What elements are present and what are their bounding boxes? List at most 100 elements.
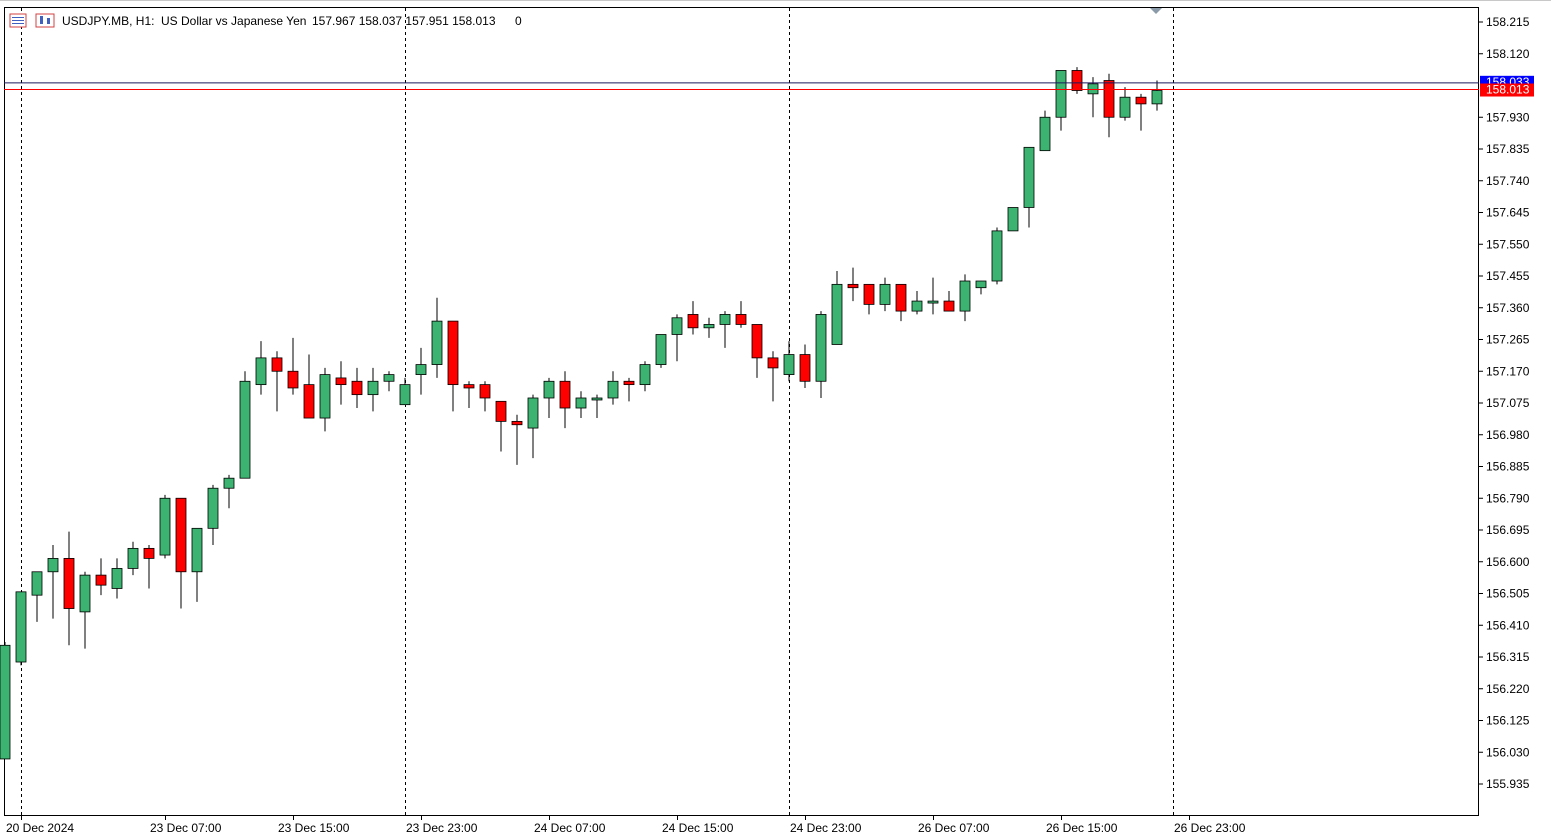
menu-icon[interactable] — [9, 13, 27, 28]
time-tick-label: 26 Dec 07:00 — [918, 821, 990, 835]
candle-body — [207, 487, 219, 529]
candle-body — [623, 380, 635, 386]
candle-body — [527, 397, 539, 429]
candle-body — [511, 420, 523, 426]
candle-body — [319, 374, 331, 419]
candle — [175, 497, 187, 609]
candle-body — [1039, 116, 1051, 152]
candle-body — [191, 527, 203, 573]
candle — [783, 341, 795, 382]
candle — [255, 341, 267, 395]
candle-body — [0, 644, 11, 760]
candle-body — [431, 320, 443, 365]
candle-body — [879, 283, 891, 305]
candle — [719, 311, 731, 348]
candle — [815, 311, 827, 398]
price-tick-label: 156.125 — [1486, 714, 1530, 728]
candle-body — [271, 357, 283, 372]
candle — [911, 291, 923, 315]
candle — [207, 484, 219, 546]
candle — [1055, 70, 1067, 131]
candle — [447, 320, 459, 412]
candle-body — [415, 364, 427, 375]
candle-body — [911, 300, 923, 312]
candle — [223, 474, 235, 509]
time-tick-label: 24 Dec 23:00 — [790, 821, 862, 835]
price-tick-label: 156.030 — [1486, 745, 1530, 759]
candle-body — [543, 380, 555, 399]
time-tick-label: 23 Dec 15:00 — [278, 821, 350, 835]
candle — [287, 337, 299, 395]
candle-body — [847, 283, 859, 289]
candle-body — [159, 497, 171, 556]
candle-body — [47, 558, 59, 573]
candle — [1087, 77, 1099, 118]
chart-header: USDJPY.MB, H1: US Dollar vs Japanese Yen… — [9, 13, 522, 28]
candle-body — [367, 380, 379, 396]
candle — [735, 301, 747, 328]
candle-body — [1007, 207, 1019, 232]
candle — [319, 367, 331, 432]
candle — [543, 377, 555, 419]
candle-body — [927, 300, 939, 304]
candle-body — [1135, 96, 1147, 105]
candle-body — [799, 354, 811, 382]
candle-body — [111, 568, 123, 589]
candle-body — [351, 380, 363, 396]
candle — [239, 371, 251, 479]
candle — [1023, 146, 1035, 228]
candle — [687, 301, 699, 335]
price-tick-label: 156.695 — [1486, 523, 1530, 537]
chart-type-icon[interactable] — [35, 13, 55, 28]
chart-shift-marker-icon[interactable] — [1150, 8, 1162, 14]
candle — [367, 367, 379, 412]
time-tick-label: 23 Dec 07:00 — [150, 821, 222, 835]
candle — [895, 283, 907, 322]
candle — [751, 324, 763, 378]
candle-body — [975, 280, 987, 289]
candle-body — [1151, 90, 1163, 105]
time-tick-label: 24 Dec 15:00 — [662, 821, 734, 835]
price-tick-label: 157.645 — [1486, 206, 1530, 220]
time-tick-label: 26 Dec 15:00 — [1046, 821, 1118, 835]
price-tick-label: 157.455 — [1486, 269, 1530, 283]
plot-area-border — [4, 7, 1479, 816]
candle-body — [863, 283, 875, 305]
candle — [847, 267, 859, 302]
candle — [559, 371, 571, 429]
candle — [799, 344, 811, 388]
price-tick-label: 157.835 — [1486, 142, 1530, 156]
candle — [335, 361, 347, 405]
candle-body — [79, 574, 91, 613]
candle-body — [671, 317, 683, 335]
time-tick-label: 23 Dec 23:00 — [406, 821, 478, 835]
candle-body — [591, 397, 603, 401]
period-separators — [21, 8, 1174, 816]
candle-body — [31, 571, 43, 596]
candle — [383, 371, 395, 392]
candle-body — [239, 380, 251, 479]
candle — [639, 361, 651, 392]
price-tick-label: 156.980 — [1486, 428, 1530, 442]
candle — [927, 277, 939, 315]
candle — [95, 558, 107, 596]
candle — [591, 394, 603, 419]
candle-body — [255, 357, 267, 386]
candle-body — [575, 397, 587, 409]
candle-body — [783, 354, 795, 375]
candle — [767, 351, 779, 402]
candle-body — [463, 384, 475, 389]
candle — [863, 283, 875, 315]
candle — [831, 270, 843, 345]
header-symbol: USDJPY.MB, H1: — [62, 14, 154, 28]
time-tick-label: 26 Dec 23:00 — [1174, 821, 1246, 835]
candle — [1151, 80, 1163, 111]
candle-body — [143, 547, 155, 559]
candle-body — [1023, 146, 1035, 208]
bid-price-label: 158.013 — [1486, 83, 1530, 97]
candle-body — [639, 364, 651, 386]
candle — [111, 558, 123, 599]
time-axis: 20 Dec 2024 23 Dec 07:00 23 Dec 15:00 23 De… — [6, 816, 1246, 835]
price-tick-label: 158.120 — [1486, 47, 1530, 61]
